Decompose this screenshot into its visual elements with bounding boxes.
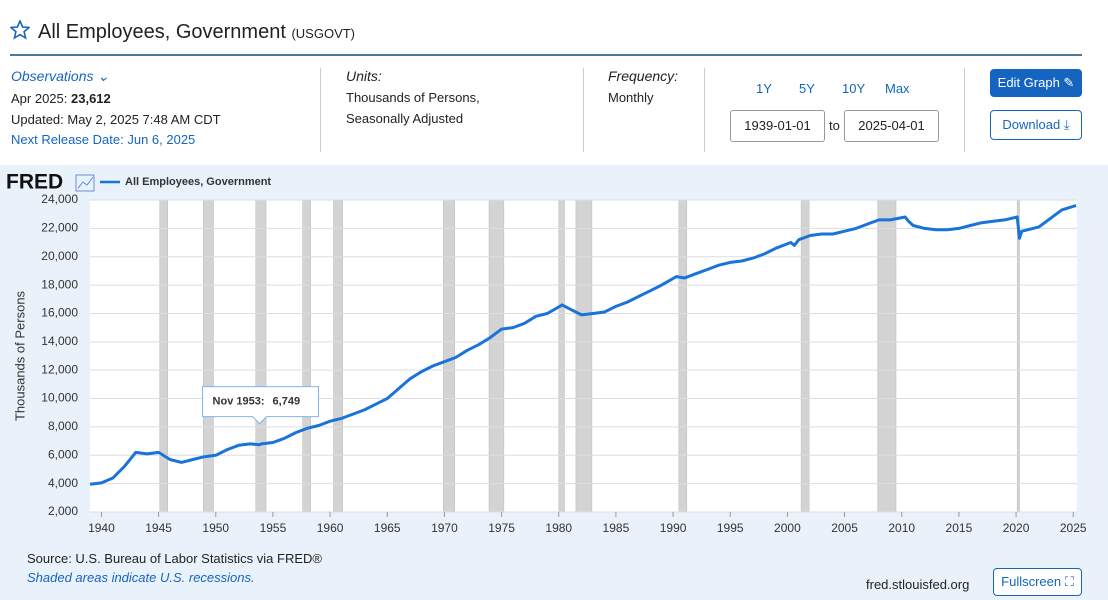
range-button[interactable]: 1Y	[756, 81, 772, 96]
x-tick-label: 1975	[488, 521, 515, 535]
recession	[333, 199, 343, 513]
x-tick-label: 1960	[317, 521, 344, 535]
range-button[interactable]: 5Y	[799, 81, 815, 96]
end-date[interactable]: 2025-04-01	[844, 110, 939, 142]
obs-value: 23,612	[71, 91, 111, 106]
y-tick-label: 14,000	[41, 334, 78, 348]
series-line	[89, 204, 1077, 486]
y-tick-label: 10,000	[41, 391, 78, 405]
y-tick-label: 22,000	[41, 221, 78, 235]
units: Seasonally Adjusted	[346, 111, 464, 126]
x-tick-label: 1980	[545, 521, 572, 535]
units: Thousands of Persons,	[346, 90, 480, 105]
x-tick-label: 2005	[831, 521, 858, 535]
site: fred.stlouisfed.org	[866, 577, 970, 592]
recession	[488, 199, 505, 513]
x-tick-label: 1940	[88, 521, 115, 535]
x-tick-label: 1945	[145, 521, 172, 535]
tooltip: Nov 1953: 6,749	[202, 386, 320, 425]
recession	[877, 199, 897, 513]
x-tick-label: 1950	[202, 521, 229, 535]
obs-date: Apr 2025:	[11, 91, 68, 106]
title-text: All Employees, Government	[38, 21, 286, 43]
legend-label: All Employees, Government	[125, 176, 271, 188]
recession	[159, 199, 168, 513]
source: Source: U.S. Bureau of Labor Statistics …	[27, 551, 322, 566]
y-tick-label: 12,000	[41, 362, 78, 376]
recession	[1016, 199, 1020, 513]
y-tick-label: 24,000	[41, 192, 78, 206]
to: to	[829, 118, 840, 133]
x-tick-label: 1955	[260, 521, 287, 535]
x-tick-label: 1965	[374, 521, 401, 535]
recession	[202, 199, 214, 513]
freq-label: Frequency:	[608, 68, 679, 84]
star[interactable]	[9, 18, 31, 46]
recession	[302, 199, 311, 513]
title: All Employees, Government (USGOVT)	[38, 21, 355, 44]
range-button[interactable]: Max	[885, 81, 910, 96]
logo-icon	[75, 174, 95, 192]
sep	[704, 68, 705, 152]
recession	[443, 199, 455, 513]
y-tick-label: 4,000	[48, 476, 78, 490]
y-tick-label: 18,000	[41, 277, 78, 291]
x-tick-label: 2010	[888, 521, 915, 535]
recession	[558, 199, 565, 513]
x-tick-label: 1985	[603, 521, 630, 535]
x-tick-label: 1990	[660, 521, 687, 535]
recession	[678, 199, 688, 513]
edit-graph[interactable]: Edit Graph ✎	[990, 69, 1082, 97]
tooltip-box	[202, 386, 320, 425]
download-text: Download	[1002, 117, 1061, 132]
sep	[583, 68, 584, 152]
fullscreen[interactable]: Fullscreen ⛶	[993, 568, 1082, 596]
recession	[255, 199, 267, 513]
y-tick-label: 2,000	[48, 504, 78, 518]
obs-label: Observations	[11, 68, 94, 84]
note: Shaded areas indicate U.S. recessions.	[27, 570, 255, 585]
observations[interactable]: Observations ⌄	[11, 68, 110, 84]
tooltip-date: Nov 1953:	[213, 396, 265, 408]
y-tick-label: 20,000	[41, 249, 78, 263]
units-label: Units:	[346, 68, 382, 84]
y-tick-label: 8,000	[48, 419, 78, 433]
series-code: (USGOVT)	[291, 26, 356, 41]
recession	[800, 199, 810, 513]
tooltip-value: 6,749	[273, 396, 301, 408]
download[interactable]: Download ⤓	[990, 110, 1082, 140]
x-tick-label: 2015	[946, 521, 973, 535]
range-button[interactable]: 10Y	[842, 81, 866, 96]
freq: Monthly	[608, 90, 654, 105]
x-tick-label: 2020	[1003, 521, 1030, 535]
rule	[10, 54, 1082, 56]
fullscreen-text: Fullscreen	[1001, 574, 1062, 589]
start-date[interactable]: 1939-01-01	[730, 110, 825, 142]
obs: Apr 2025: 23,612	[11, 91, 111, 106]
x-tick-label: 2025	[1060, 521, 1087, 535]
chart: 2,000 4,000 6,000 8,000 10,000 12,000 14,000 16…	[6, 171, 1087, 536]
updated: Updated: May 2, 2025 7:48 AM CDT	[11, 112, 221, 127]
x-tick-label: 1970	[431, 521, 458, 535]
recession	[575, 199, 593, 513]
x-tick-label: 2000	[774, 521, 801, 535]
x-tick-label: 1995	[717, 521, 744, 535]
edit-text: Edit Graph	[997, 75, 1060, 90]
next-release[interactable]: Next Release Date: Jun 6, 2025	[11, 132, 196, 147]
sep	[964, 68, 965, 152]
y-tick-label: 16,000	[41, 306, 78, 320]
logo: FRED	[6, 171, 63, 194]
y-tick-label: 6,000	[48, 447, 78, 461]
y-axis-label: Thousands of Persons	[12, 290, 27, 421]
sep	[320, 68, 321, 152]
